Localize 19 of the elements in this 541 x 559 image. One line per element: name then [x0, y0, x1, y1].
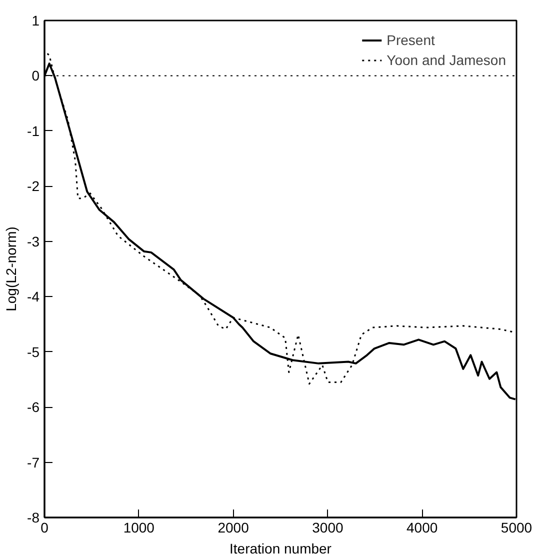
y-tick-label: -5: [27, 344, 40, 360]
legend-label: Yoon and Jameson: [386, 52, 506, 68]
y-tick-label: 0: [32, 68, 40, 84]
y-tick-label: -8: [27, 510, 40, 526]
y-tick-label: 1: [32, 12, 40, 28]
y-tick-label: -4: [27, 288, 40, 305]
x-tick-label: 5000: [500, 520, 532, 536]
legend-label: Present: [386, 32, 435, 48]
y-tick-label: -7: [27, 454, 40, 470]
y-tick-label: -2: [27, 178, 40, 194]
x-tick-label: 2000: [218, 520, 250, 536]
x-axis-title: Iteration number: [230, 540, 332, 556]
y-tick-label: -1: [27, 122, 40, 139]
y-tick-label: -6: [27, 399, 40, 416]
x-tick-label: 1000: [123, 520, 155, 536]
x-tick-label: 3000: [312, 520, 344, 536]
x-tick-label: 4000: [406, 520, 438, 536]
y-tick-label: -3: [27, 233, 40, 250]
y-axis-title: Log(L2-norm): [3, 226, 20, 312]
